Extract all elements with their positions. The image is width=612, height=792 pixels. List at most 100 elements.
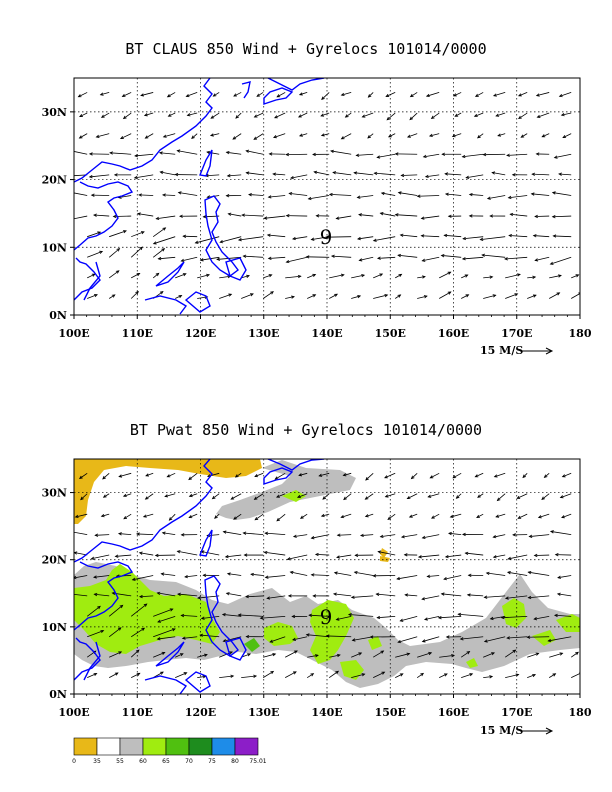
wind-vector bbox=[226, 592, 242, 597]
top-wind-vectors bbox=[74, 92, 580, 299]
wind-vector bbox=[571, 672, 580, 679]
wind-vector-head bbox=[320, 133, 325, 137]
wind-vector-head bbox=[288, 192, 293, 196]
wind-vector bbox=[246, 172, 264, 176]
wind-vector-head bbox=[485, 571, 490, 576]
wind-vector bbox=[79, 133, 88, 139]
wind-vector bbox=[460, 636, 484, 640]
wind-vector-head bbox=[194, 240, 199, 244]
wind-vector bbox=[450, 513, 462, 518]
wind-vector-head bbox=[355, 153, 360, 157]
wind-vector-head bbox=[264, 575, 269, 579]
wind-vector bbox=[460, 651, 470, 658]
wind-vector bbox=[504, 649, 516, 658]
wind-vector-head bbox=[504, 596, 509, 600]
wind-vector-head bbox=[117, 627, 122, 631]
wind-vector bbox=[306, 673, 314, 678]
wind-vector-head bbox=[298, 92, 303, 96]
wind-vector-head bbox=[340, 136, 345, 140]
wind-vector bbox=[365, 473, 374, 481]
wind-vector-head bbox=[506, 636, 511, 640]
wind-vector bbox=[397, 636, 418, 643]
wind-vector bbox=[96, 133, 110, 138]
wind-vector-head bbox=[119, 135, 124, 139]
wind-vector-head bbox=[552, 234, 557, 238]
wind-vector bbox=[431, 513, 440, 519]
wind-vector bbox=[387, 513, 396, 520]
wind-vector-head bbox=[381, 671, 386, 675]
wind-vector bbox=[169, 513, 176, 521]
wind-vector-head bbox=[157, 619, 161, 623]
wind-vector bbox=[276, 513, 286, 522]
colorbar-swatch bbox=[119, 737, 144, 756]
wind-vector-head bbox=[421, 597, 426, 601]
wind-vector bbox=[228, 213, 242, 217]
wind-vector-head bbox=[575, 274, 580, 278]
wind-vector bbox=[368, 92, 374, 98]
wind-vector bbox=[571, 274, 579, 279]
wind-vector-head bbox=[123, 230, 127, 234]
top-scale-arrow bbox=[520, 347, 554, 355]
wind-vector-head bbox=[386, 116, 391, 121]
wind-vector-head bbox=[448, 531, 452, 536]
wind-vector-head bbox=[307, 196, 312, 201]
colorbar-label: 35 bbox=[93, 758, 101, 765]
wind-vector-head bbox=[225, 193, 230, 198]
wind-vector-head bbox=[554, 553, 559, 557]
wind-vector bbox=[438, 615, 462, 619]
wind-vector bbox=[79, 472, 88, 479]
wind-vector bbox=[207, 472, 220, 477]
wind-vector-head bbox=[492, 535, 497, 539]
wind-vector-head bbox=[535, 152, 540, 156]
bottom-panel-title: BT Pwat 850 Wind + Gyrelocs 101014/0000 bbox=[129, 421, 483, 439]
wind-vector bbox=[220, 236, 242, 243]
wind-vector-head bbox=[397, 191, 402, 195]
wind-vector-head bbox=[384, 475, 388, 479]
wind-vector bbox=[285, 275, 301, 279]
wind-vector bbox=[431, 112, 440, 119]
wind-vector bbox=[108, 248, 120, 258]
wind-vector bbox=[315, 553, 330, 556]
wind-vector-head bbox=[409, 93, 414, 98]
wind-vector-head bbox=[118, 474, 123, 478]
wind-vector bbox=[120, 133, 132, 139]
wind-vector bbox=[441, 593, 462, 597]
wind-vector bbox=[495, 513, 506, 518]
wind-vector bbox=[544, 472, 550, 478]
wind-vector bbox=[336, 215, 352, 219]
wind-vector bbox=[309, 614, 330, 617]
wind-vector-head bbox=[246, 274, 250, 278]
wind-vector-head bbox=[162, 134, 167, 138]
wind-vector bbox=[181, 256, 198, 262]
x-tick-label: 100E bbox=[58, 706, 89, 719]
wind-vector-head bbox=[227, 212, 232, 216]
wind-vector-head bbox=[444, 172, 449, 176]
wind-vector bbox=[385, 92, 396, 97]
wind-vector-head bbox=[357, 295, 362, 299]
wind-vector bbox=[153, 236, 176, 245]
wind-vector-head bbox=[518, 115, 522, 120]
wind-vector-head bbox=[160, 671, 164, 675]
wind-vector-head bbox=[465, 294, 470, 298]
wind-vector bbox=[452, 472, 462, 479]
wind-vector-head bbox=[336, 533, 341, 537]
wind-vector bbox=[395, 653, 410, 658]
wind-vector bbox=[122, 92, 132, 97]
wind-vector-head bbox=[358, 213, 362, 217]
wind-vector bbox=[153, 652, 165, 658]
wind-vector-head bbox=[264, 531, 269, 535]
wind-vector bbox=[421, 215, 440, 219]
wind-vector bbox=[210, 112, 220, 119]
wind-vector-head bbox=[486, 196, 491, 200]
wind-vector bbox=[197, 654, 208, 658]
wind-vector-head bbox=[184, 574, 188, 579]
wind-vector-head bbox=[330, 149, 334, 154]
wind-vector-head bbox=[461, 532, 466, 537]
wind-vector bbox=[167, 472, 176, 478]
wind-vector-head bbox=[558, 93, 563, 98]
wind-vector-head bbox=[243, 553, 248, 557]
wind-vector bbox=[153, 608, 173, 617]
wind-vector-head bbox=[93, 592, 98, 597]
wind-vector-head bbox=[403, 553, 408, 557]
wind-vector bbox=[537, 112, 550, 118]
